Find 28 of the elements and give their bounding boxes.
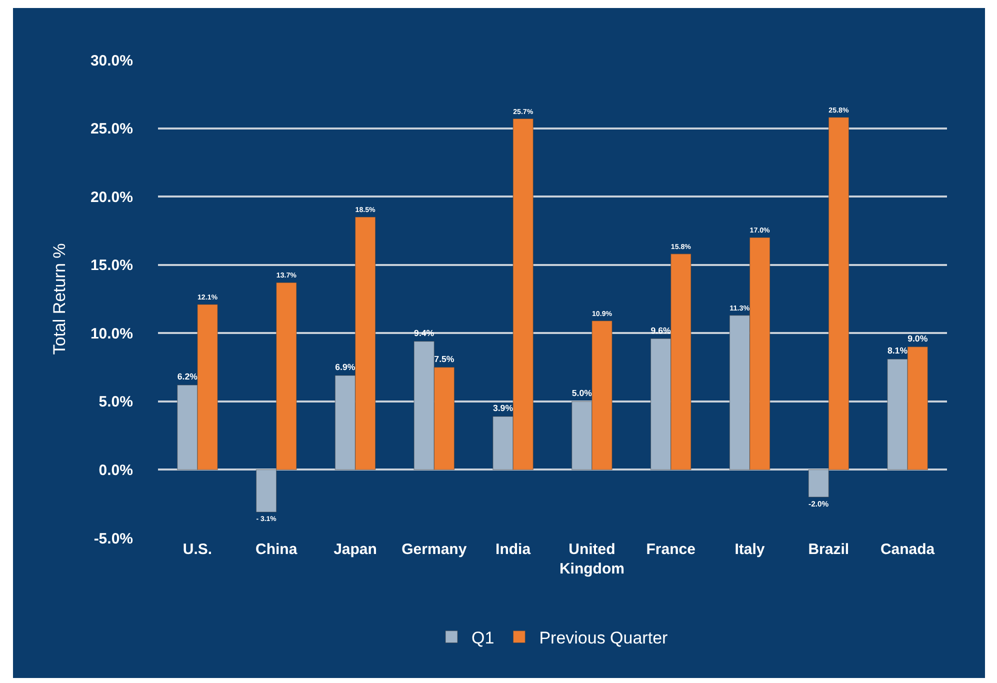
y-tick-label: -5.0% — [94, 530, 133, 548]
y-tick-label: 0.0% — [98, 462, 133, 479]
x-tick-label: Canada — [880, 541, 936, 558]
x-tick-label: France — [646, 541, 696, 558]
x-tick-label: U.S. — [182, 541, 212, 558]
y-tick-label: 30.0% — [90, 52, 133, 70]
y-tick-label: 20.0% — [90, 188, 133, 206]
x-tick-label: India — [496, 541, 532, 558]
x-tick-label: Japan — [334, 541, 377, 558]
data-label: 7.5% — [434, 354, 454, 364]
data-label: 6.9% — [335, 362, 356, 372]
y-tick-label: 10.0% — [90, 325, 133, 342]
data-label: 6.2% — [177, 372, 198, 382]
x-tick-label: Italy — [734, 541, 766, 558]
y-tick-label: 15.0% — [90, 257, 133, 274]
y-tick-label: 5.0% — [98, 394, 133, 411]
x-tick-label: United Kingdom — [559, 541, 624, 578]
x-tick-label: Brazil — [808, 541, 850, 558]
data-label: 9.0% — [908, 333, 928, 344]
y-tick-label: 25.0% — [90, 120, 133, 138]
legend-label: Previous Quarter — [539, 628, 668, 648]
y-axis-title: Total Return % — [50, 243, 70, 355]
x-tick-label: China — [256, 541, 298, 558]
data-label: 3.9% — [492, 403, 514, 414]
data-label: 8.1% — [887, 346, 908, 356]
legend-label: Q1 — [472, 628, 494, 648]
x-tick-label: Germany — [402, 541, 468, 558]
data-label: 5.0% — [572, 388, 592, 398]
